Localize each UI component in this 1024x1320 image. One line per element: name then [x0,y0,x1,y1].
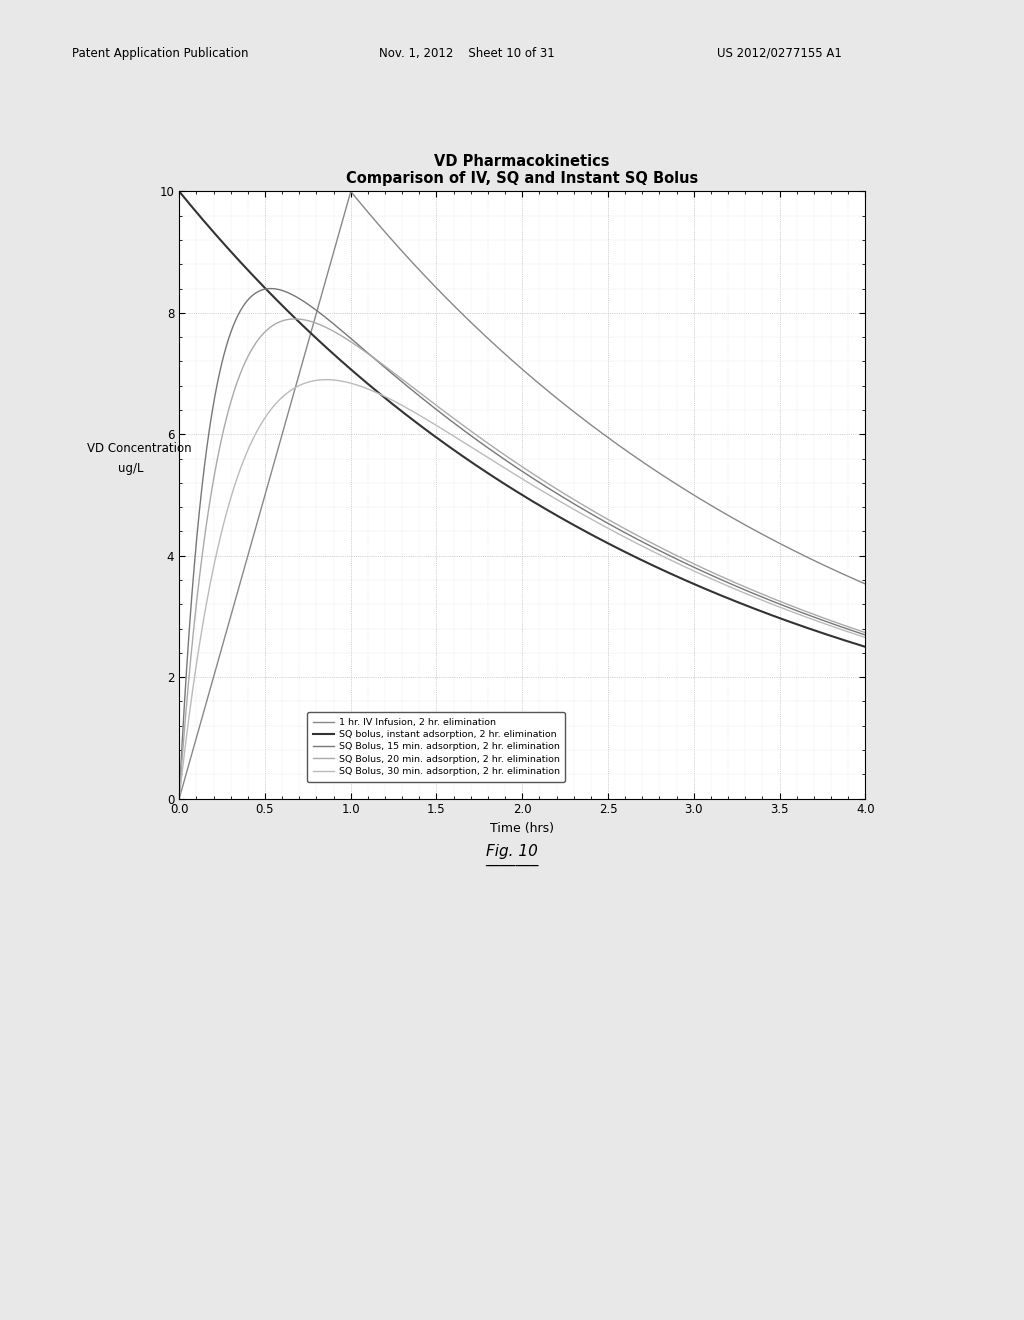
SQ Bolus, 30 min. adsorption, 2 hr. elimination [436,421,449,437]
1 hr. IV Infusion, 2 hr. elimination [345,183,357,199]
SQ Bolus, 30 min. adsorption, 2 hr. elimination [772,598,784,614]
1 hr. IV Infusion, 2 hr. elimination [436,286,449,302]
SQ Bolus, 20 min. adsorption, 2 hr. elimination [173,791,185,807]
SQ Bolus, 15 min. adsorption, 2 hr. elimination [436,407,449,422]
1 hr. IV Infusion, 2 hr. elimination [173,791,185,807]
SQ Bolus, 20 min. adsorption, 2 hr. elimination [846,620,858,636]
SQ Bolus, 15 min. adsorption, 2 hr. elimination [859,627,871,643]
SQ Bolus, 30 min. adsorption, 2 hr. elimination [859,630,871,645]
SQ Bolus, 15 min. adsorption, 2 hr. elimination [173,791,185,807]
SQ Bolus, 20 min. adsorption, 2 hr. elimination [466,424,478,440]
SQ Bolus, 30 min. adsorption, 2 hr. elimination [173,791,185,807]
SQ bolus, instant adsorption, 2 hr. elimination [466,454,478,470]
Line: SQ Bolus, 15 min. adsorption, 2 hr. elimination: SQ Bolus, 15 min. adsorption, 2 hr. elim… [179,289,865,799]
SQ Bolus, 30 min. adsorption, 2 hr. elimination [321,372,333,388]
Text: Patent Application Publication: Patent Application Publication [72,46,248,59]
Text: Nov. 1, 2012    Sheet 10 of 31: Nov. 1, 2012 Sheet 10 of 31 [379,46,555,59]
Text: ug/L: ug/L [118,462,143,475]
Text: _______: _______ [485,850,539,866]
SQ Bolus, 20 min. adsorption, 2 hr. elimination [436,403,449,418]
Text: VD Concentration: VD Concentration [87,442,191,455]
1 hr. IV Infusion, 2 hr. elimination [846,570,858,586]
Line: SQ Bolus, 20 min. adsorption, 2 hr. elimination: SQ Bolus, 20 min. adsorption, 2 hr. elim… [179,319,865,799]
Line: SQ Bolus, 30 min. adsorption, 2 hr. elimination: SQ Bolus, 30 min. adsorption, 2 hr. elim… [179,380,865,799]
SQ Bolus, 30 min. adsorption, 2 hr. elimination [292,378,304,393]
1 hr. IV Infusion, 2 hr. elimination [251,513,263,529]
SQ bolus, instant adsorption, 2 hr. elimination [772,610,784,626]
1 hr. IV Infusion, 2 hr. elimination [466,315,478,331]
SQ Bolus, 30 min. adsorption, 2 hr. elimination [251,422,263,438]
SQ Bolus, 15 min. adsorption, 2 hr. elimination [251,284,263,300]
SQ bolus, instant adsorption, 2 hr. elimination [859,639,871,655]
SQ Bolus, 15 min. adsorption, 2 hr. elimination [292,290,304,306]
SQ Bolus, 20 min. adsorption, 2 hr. elimination [289,312,301,327]
Line: 1 hr. IV Infusion, 2 hr. elimination: 1 hr. IV Infusion, 2 hr. elimination [179,191,865,799]
SQ Bolus, 30 min. adsorption, 2 hr. elimination [846,626,858,642]
Line: SQ bolus, instant adsorption, 2 hr. elimination: SQ bolus, instant adsorption, 2 hr. elim… [179,191,865,647]
SQ bolus, instant adsorption, 2 hr. elimination [436,434,449,450]
1 hr. IV Infusion, 2 hr. elimination [859,576,871,591]
SQ Bolus, 20 min. adsorption, 2 hr. elimination [251,333,263,348]
1 hr. IV Infusion, 2 hr. elimination [772,535,784,550]
Legend: 1 hr. IV Infusion, 2 hr. elimination, SQ bolus, instant adsorption, 2 hr. elimin: 1 hr. IV Infusion, 2 hr. elimination, SQ… [307,713,565,781]
Text: Fig. 10: Fig. 10 [486,843,538,859]
SQ Bolus, 20 min. adsorption, 2 hr. elimination [772,593,784,609]
SQ Bolus, 30 min. adsorption, 2 hr. elimination [466,440,478,455]
Text: US 2012/0277155 A1: US 2012/0277155 A1 [717,46,842,59]
SQ bolus, instant adsorption, 2 hr. elimination [846,635,858,651]
SQ bolus, instant adsorption, 2 hr. elimination [173,183,185,199]
SQ bolus, instant adsorption, 2 hr. elimination [251,272,263,288]
SQ bolus, instant adsorption, 2 hr. elimination [292,313,304,329]
SQ Bolus, 15 min. adsorption, 2 hr. elimination [772,595,784,611]
SQ Bolus, 15 min. adsorption, 2 hr. elimination [846,623,858,639]
SQ Bolus, 15 min. adsorption, 2 hr. elimination [466,429,478,445]
Title: VD Pharmacokinetics
Comparison of IV, SQ and Instant SQ Bolus: VD Pharmacokinetics Comparison of IV, SQ… [346,153,698,186]
SQ Bolus, 20 min. adsorption, 2 hr. elimination [292,312,304,327]
X-axis label: Time (hrs): Time (hrs) [490,822,554,836]
SQ Bolus, 20 min. adsorption, 2 hr. elimination [859,624,871,640]
1 hr. IV Infusion, 2 hr. elimination [292,370,304,385]
SQ Bolus, 15 min. adsorption, 2 hr. elimination [264,281,276,297]
